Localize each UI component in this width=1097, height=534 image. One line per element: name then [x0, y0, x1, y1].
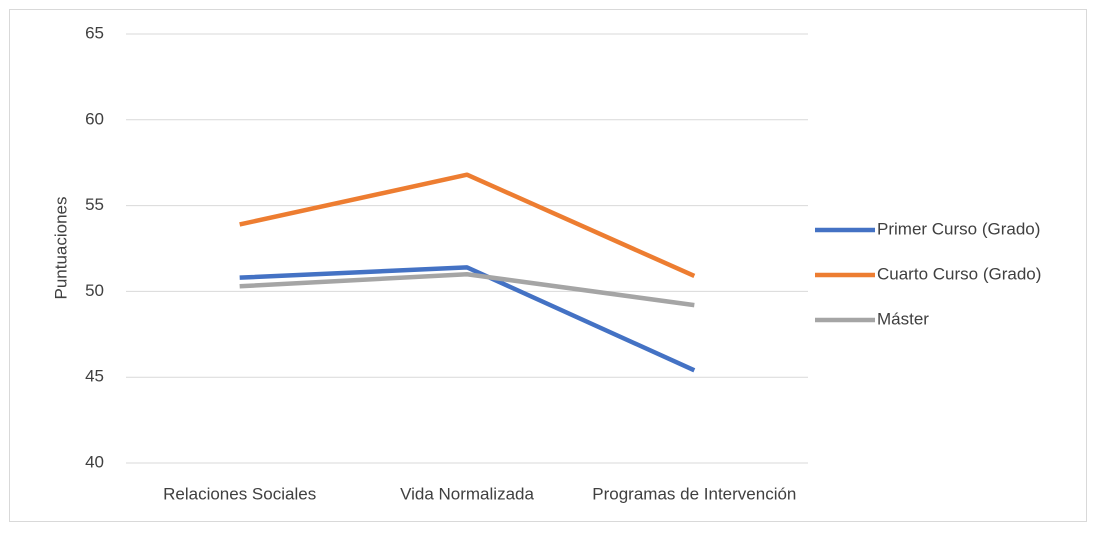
y-tick-label: 55	[85, 195, 104, 214]
legend-label: Cuarto Curso (Grado)	[877, 264, 1041, 283]
x-tick-label: Programas de Intervención	[592, 484, 796, 503]
y-tick-label: 50	[85, 281, 104, 300]
series-line	[239, 271, 695, 308]
x-tick-label: Vida Normalizada	[400, 484, 534, 503]
y-tick-label: 60	[85, 109, 104, 128]
series-line	[239, 172, 696, 279]
y-tick-label: 45	[85, 367, 104, 386]
chart-border	[9, 9, 1087, 522]
y-tick-label: 65	[85, 23, 104, 42]
series-line	[239, 265, 696, 373]
x-tick-label: Relaciones Sociales	[163, 484, 316, 503]
y-axis-label: Puntuaciones	[51, 196, 70, 299]
legend-label: Máster	[877, 309, 929, 328]
legend-label: Primer Curso (Grado)	[877, 219, 1040, 238]
y-tick-label: 40	[85, 452, 104, 471]
